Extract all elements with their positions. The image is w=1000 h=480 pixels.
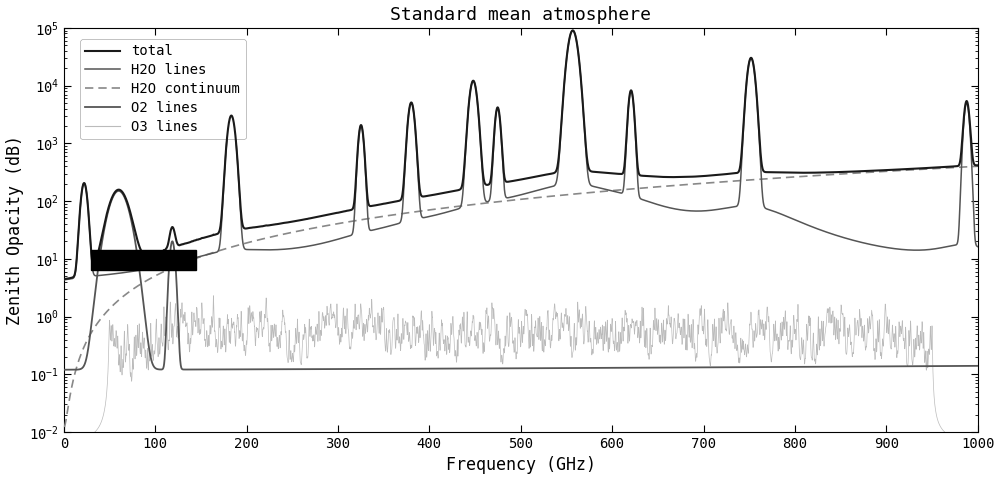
Bar <box>91 251 196 270</box>
X-axis label: Frequency (GHz): Frequency (GHz) <box>446 456 596 474</box>
Legend: total, H2O lines, H2O continuum, O2 lines, O3 lines: total, H2O lines, H2O continuum, O2 line… <box>80 39 246 139</box>
Y-axis label: Zenith Opacity (dB): Zenith Opacity (dB) <box>6 135 24 325</box>
Title: Standard mean atmosphere: Standard mean atmosphere <box>390 6 651 24</box>
